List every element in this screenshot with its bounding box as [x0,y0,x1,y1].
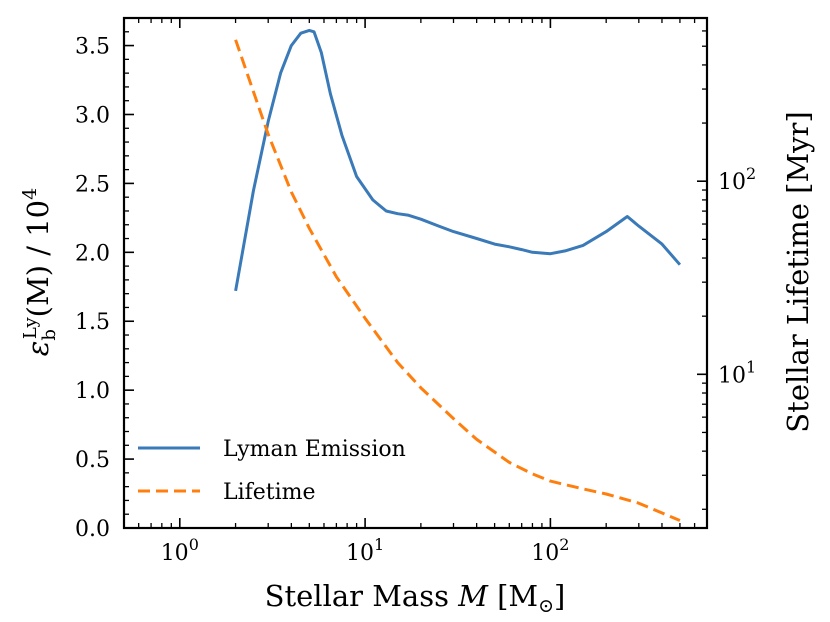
y-left-tick-label: 1.0 [75,379,110,404]
y-right-tick-label: 102 [718,164,756,195]
x-axis-title: Stellar Mass M [M⊙] [265,579,566,617]
y-right-axis-title: Stellar Lifetime [Myr] [781,111,815,432]
plot-frame [122,16,709,530]
series-line-lifetime [234,39,681,522]
y-right-tick-labels: 101 102 [718,164,756,388]
y-left-tick-labels: 0.0 0.5 1.0 1.5 2.0 2.5 3.0 3.5 [75,35,110,542]
y-left-tick-label: 0.0 [75,517,110,542]
series-layer [234,28,682,522]
x-tick-label: 101 [346,535,384,566]
legend-label-lyman: Lyman Emission [223,437,406,462]
y-right-tick-label: 101 [718,357,756,388]
y-left-tick-label: 0.5 [75,448,110,473]
y-left-tick-label: 2.5 [75,172,110,197]
legend: Lyman Emission Lifetime [138,437,406,505]
y-left-tick-label: 1.5 [75,310,110,335]
y-left-tick-label: 2.0 [75,241,110,266]
x-tick-label: 100 [161,535,199,566]
plot-area: Lyman Emission Lifetime [122,16,709,530]
major-ticks [124,18,707,529]
y-left-tick-label: 3.5 [75,35,110,60]
series-line-lyman-emission [234,28,682,292]
y-left-axis-title: εbLy(M) / 104 [19,188,60,356]
x-tick-labels: 100 101 102 [161,535,570,566]
y-left-tick-label: 3.0 [75,103,110,128]
x-tick-label: 102 [531,535,569,566]
legend-label-lifetime: Lifetime [223,480,316,505]
minor-ticks [123,17,708,528]
